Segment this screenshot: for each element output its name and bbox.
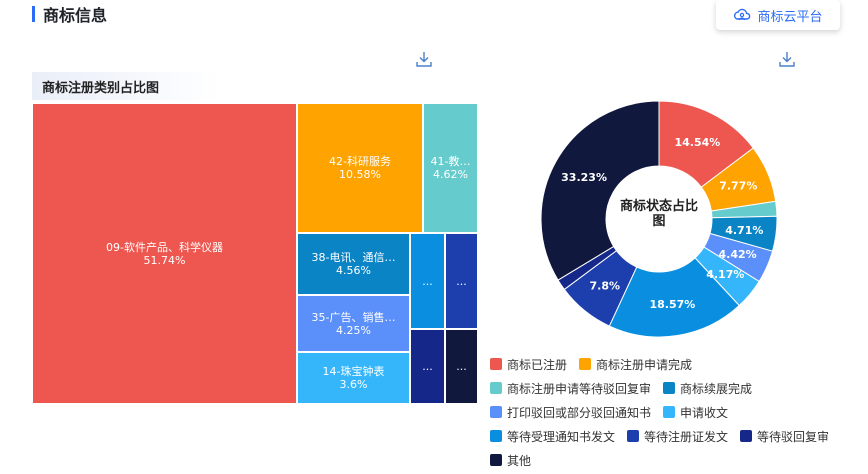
legend-label: 商标续展完成	[680, 381, 753, 396]
donut-slice-label-3: 4.71%	[725, 224, 763, 237]
tile-label: 35-广告、销售…	[311, 310, 396, 324]
legend-item-8[interactable]: 等待驳回复审	[740, 428, 829, 445]
legend-label: 申请收文	[680, 405, 729, 420]
treemap-tile-other-3[interactable]: ...	[410, 329, 445, 404]
download-donut-icon[interactable]	[778, 50, 796, 68]
legend-item-2[interactable]: 商标注册申请等待驳回复审	[490, 380, 651, 397]
treemap-tile-35[interactable]: 35-广告、销售… 4.25%	[297, 295, 410, 352]
donut-legend: 商标已注册 商标注册申请完成 商标注册申请等待驳回复审 商标续展完成 打印驳回或部分…	[490, 352, 862, 472]
donut-slice-label-4: 4.42%	[719, 248, 757, 261]
legend-label: 其他	[507, 453, 532, 468]
legend-swatch	[490, 406, 502, 418]
legend-item-3[interactable]: 商标续展完成	[663, 380, 752, 397]
cloud-user-icon	[734, 8, 751, 21]
tile-label: ...	[456, 274, 467, 288]
legend-swatch	[627, 430, 640, 442]
legend-item-6[interactable]: 等待受理通知书发文	[490, 428, 615, 445]
treemap-tile-other-2[interactable]: ...	[445, 233, 478, 329]
legend-label: 商标已注册	[507, 357, 568, 372]
tile-pct: 10.58%	[339, 168, 381, 181]
tile-label: ...	[422, 360, 433, 373]
treemap-tile-other-1[interactable]: ...	[410, 233, 445, 329]
tile-label: 42-科研服务	[329, 155, 391, 168]
treemap-tile-14[interactable]: 14-珠宝钟表 3.6%	[297, 352, 410, 404]
legend-item-5[interactable]: 申请收文	[663, 404, 728, 421]
legend-item-1[interactable]: 商标注册申请完成	[579, 356, 692, 373]
tile-label: ...	[422, 274, 433, 288]
donut-slice-label-7: 7.8%	[589, 280, 620, 293]
title-accent-bar	[32, 6, 35, 22]
treemap-title: 商标注册类别占比图	[32, 72, 220, 100]
donut-slice-label-5: 4.17%	[706, 268, 744, 281]
section-title: 商标信息	[32, 4, 108, 25]
donut-slice-9[interactable]	[540, 100, 660, 281]
tile-pct: 4.62%	[433, 168, 468, 181]
legend-item-7[interactable]: 等待注册证发文	[627, 428, 728, 445]
tile-label: 41-教…	[430, 155, 471, 168]
legend-label: 等待受理通知书发文	[507, 429, 616, 444]
treemap-tile-38[interactable]: 38-电讯、通信… 4.56%	[297, 233, 410, 295]
legend-item-0[interactable]: 商标已注册	[490, 356, 567, 373]
donut-slice-label-6: 18.57%	[649, 298, 695, 311]
donut-slice-label-9: 33.23%	[561, 171, 607, 184]
tile-pct: 4.56%	[336, 264, 371, 277]
trademark-cloud-button[interactable]: 商标云平台	[716, 0, 840, 30]
tile-label: ...	[456, 360, 467, 373]
cloud-button-label: 商标云平台	[757, 9, 823, 25]
legend-item-9[interactable]: 其他	[490, 452, 531, 469]
legend-item-4[interactable]: 打印驳回或部分驳回通知书	[490, 404, 651, 421]
legend-label: 等待注册证发文	[644, 429, 729, 444]
status-donut-chart: 14.54% 7.77% 4.71% 4.42% 4.17% 18.57% 7.8% 33.2…	[540, 100, 778, 338]
tile-pct: 4.25%	[336, 323, 371, 337]
legend-swatch	[490, 358, 502, 370]
legend-swatch	[490, 454, 502, 466]
page-title: 商标信息	[43, 6, 108, 25]
donut-slice-label-0: 14.54%	[674, 136, 720, 149]
legend-label: 商标注册申请等待驳回复审	[507, 381, 652, 396]
legend-swatch	[663, 406, 676, 418]
treemap-tile-09[interactable]: 09-软件产品、科学仪器 51.74%	[32, 103, 297, 404]
tile-label: 09-软件产品、科学仪器	[106, 240, 223, 254]
download-treemap-icon[interactable]	[415, 50, 433, 68]
legend-swatch	[740, 430, 753, 442]
legend-swatch	[579, 358, 592, 370]
legend-label: 商标注册申请完成	[596, 357, 693, 372]
donut-center-title: 商标状态占比图	[620, 198, 698, 229]
legend-label: 等待驳回复审	[757, 429, 830, 444]
legend-swatch	[490, 382, 502, 394]
treemap-tile-41[interactable]: 41-教… 4.62%	[423, 103, 478, 233]
treemap-tile-42[interactable]: 42-科研服务 10.58%	[297, 103, 423, 233]
tile-label: 38-电讯、通信…	[311, 251, 396, 264]
legend-swatch	[490, 430, 502, 442]
treemap-tile-other-4[interactable]: ...	[445, 329, 478, 404]
tile-label: 14-珠宝钟表	[322, 365, 385, 378]
legend-label: 打印驳回或部分驳回通知书	[507, 405, 652, 420]
donut-slice-label-1: 7.77%	[719, 180, 757, 193]
treemap-chart: 09-软件产品、科学仪器 51.74% 42-科研服务 10.58% 41-教……	[32, 103, 478, 404]
donut-slice-6[interactable]	[608, 257, 740, 338]
tile-pct: 3.6%	[339, 378, 368, 391]
tile-pct: 51.74%	[143, 253, 186, 267]
legend-swatch	[663, 382, 676, 394]
